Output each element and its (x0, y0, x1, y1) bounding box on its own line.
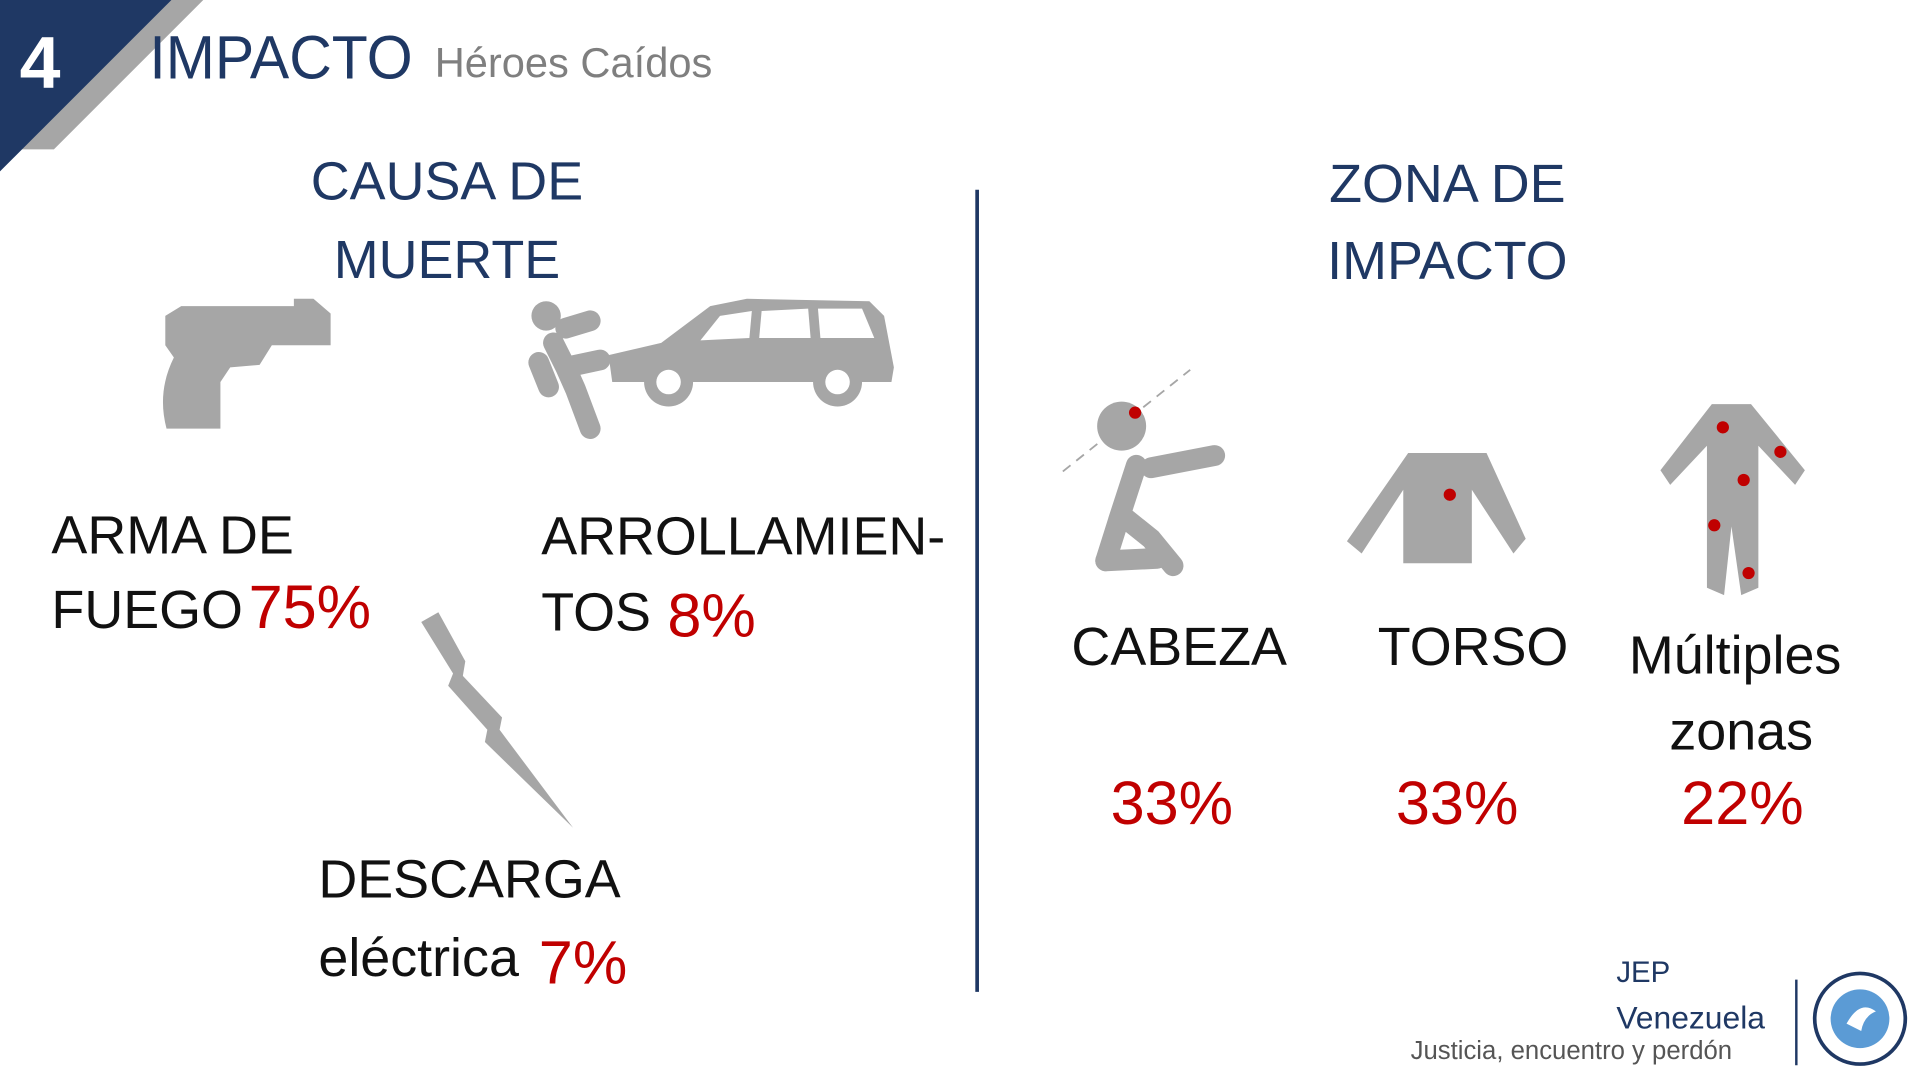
item-label: TORSO (1378, 617, 1569, 677)
logo (1812, 971, 1908, 1066)
item-label: eléctrica (318, 928, 519, 988)
lightning-icon (421, 612, 574, 828)
item-label: ARMA DE (51, 505, 293, 565)
run-over-icon (528, 298, 894, 439)
item-label: DESCARGA (318, 850, 620, 910)
title: IMPACTO (149, 23, 412, 91)
subtitle: Héroes Caídos (435, 39, 713, 86)
item-value: 8% (667, 582, 755, 650)
item-label: TOS (541, 583, 651, 643)
item-label: CABEZA (1071, 617, 1287, 677)
section-title: ZONA DE (1329, 154, 1565, 214)
footer-country: Venezuela (1616, 1000, 1765, 1036)
item-value: 75% (249, 573, 372, 641)
corner-triangle (0, 0, 172, 172)
section-title: MUERTE (334, 230, 560, 290)
section-title: IMPACTO (1327, 231, 1567, 291)
item-label: Múltiples (1629, 625, 1842, 685)
item-label: ARROLLAMIEN- (541, 507, 945, 567)
gun-icon (162, 298, 331, 429)
footer-motto: Justicia, encuentro y perdón (1411, 1037, 1732, 1065)
body-icon (1660, 404, 1805, 596)
footer-org: JEP (1616, 956, 1670, 989)
item-value: 33% (1396, 769, 1519, 837)
item-label: zonas (1669, 701, 1813, 761)
item-value: 22% (1681, 769, 1804, 837)
section-number: 4 (20, 21, 61, 104)
item-value: 7% (539, 928, 627, 996)
head-icon (1062, 369, 1226, 577)
section-title: CAUSA DE (311, 152, 583, 212)
item-label: FUEGO (51, 580, 243, 640)
torso-icon (1346, 453, 1526, 564)
item-value: 33% (1111, 769, 1234, 837)
